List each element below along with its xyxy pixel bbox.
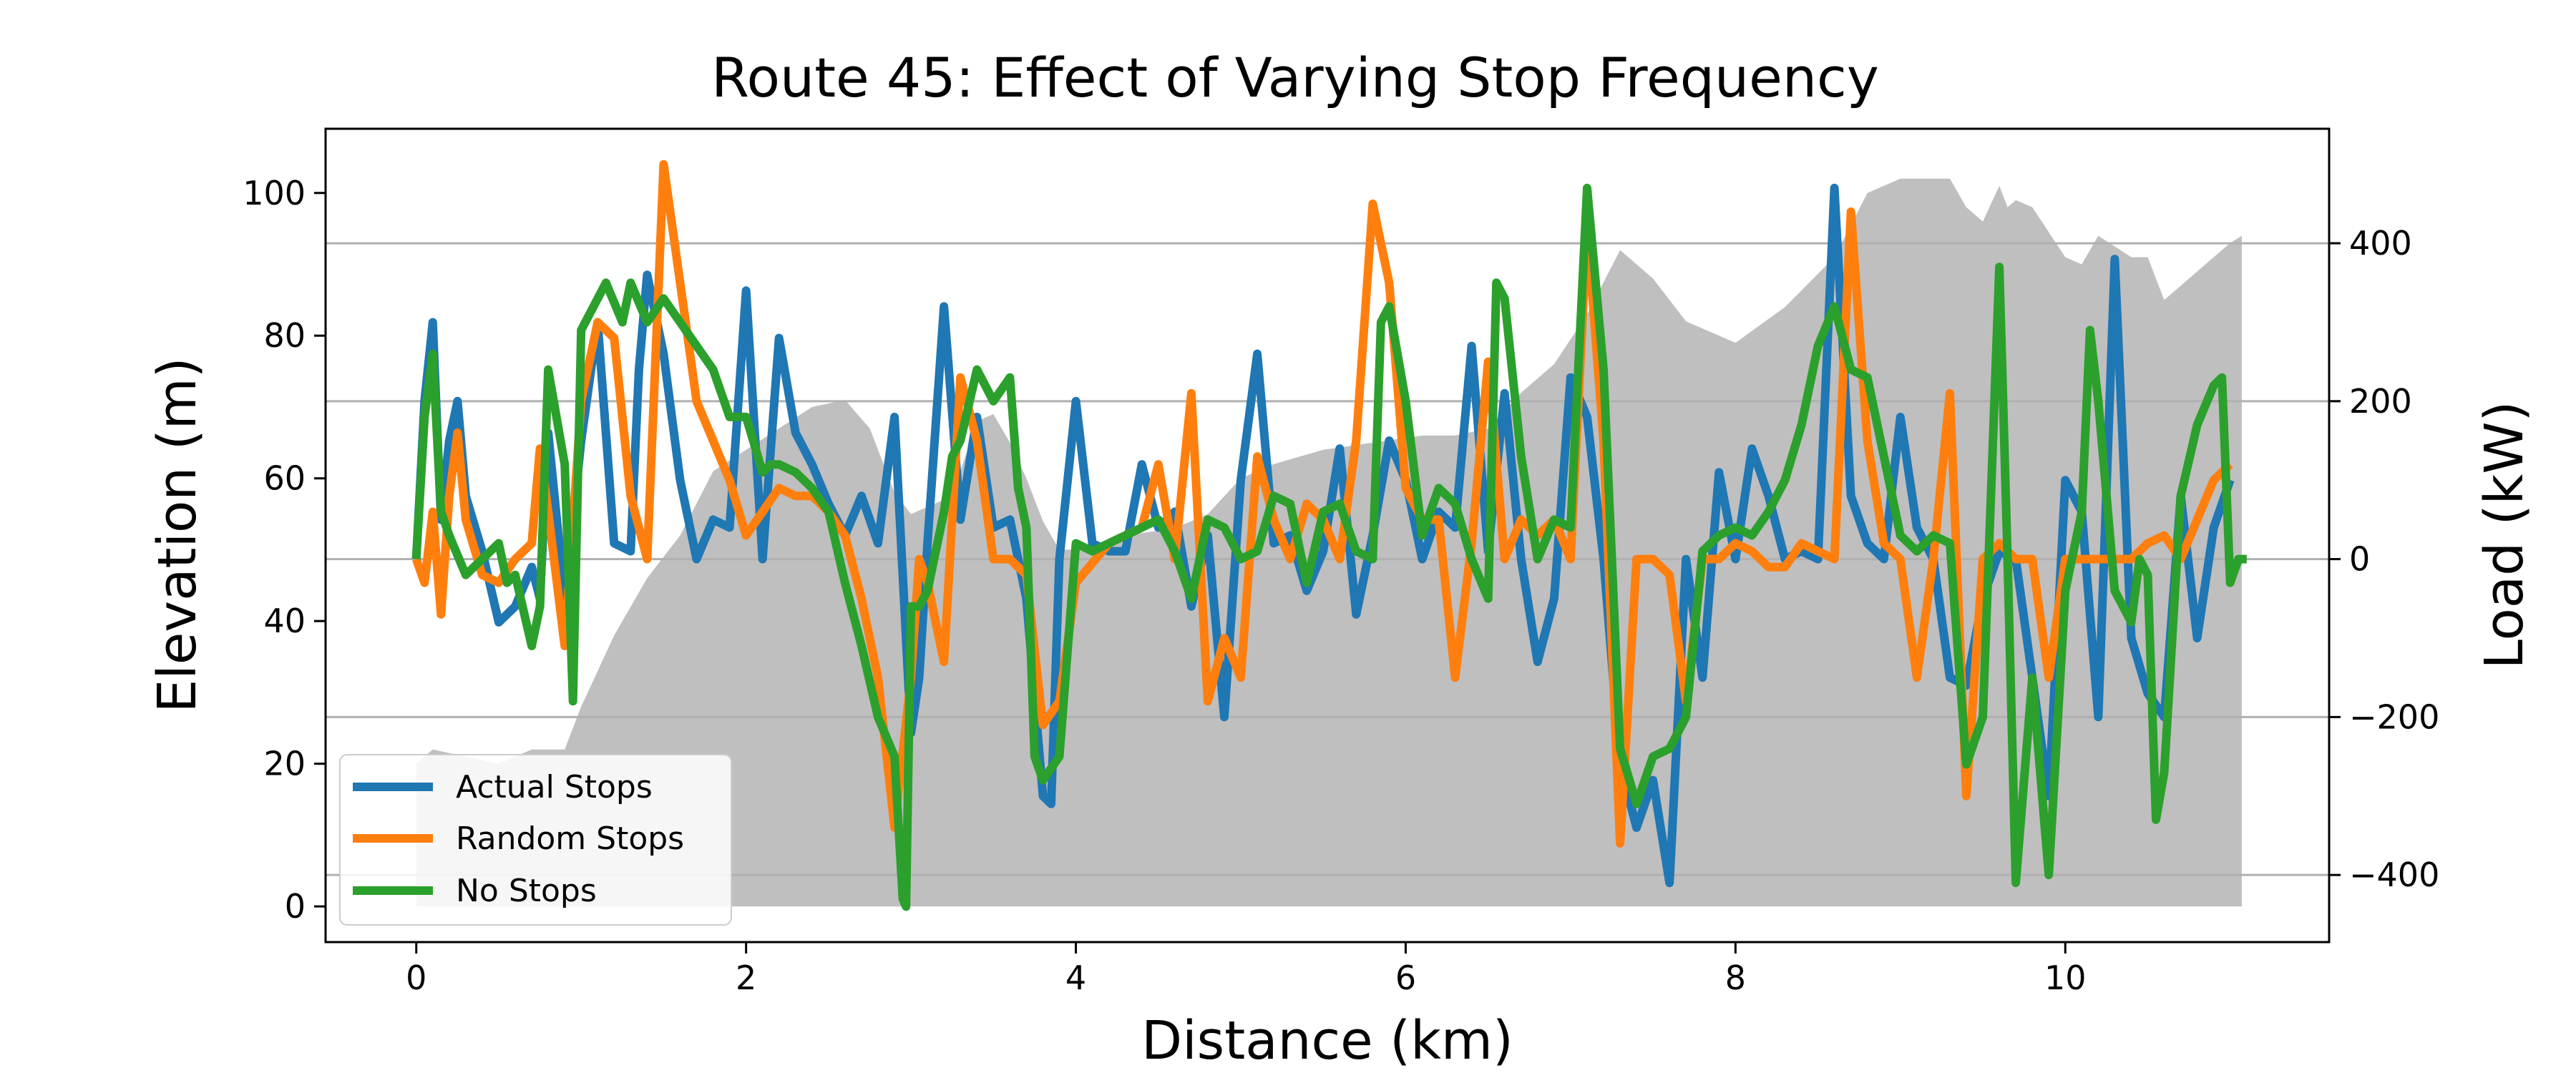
plot-frame: [324, 127, 2331, 944]
y-axis-label: Elevation (m): [147, 357, 208, 712]
y2-tick-label: 0: [2349, 540, 2370, 579]
y-axis-left: 0 20 40 60 80 100: [243, 174, 326, 926]
x-axis: 0 2 4 6 8 10: [406, 942, 2087, 997]
legend: Actual Stops Random Stops No Stops: [339, 754, 732, 926]
y2-tick-label: −400: [2349, 856, 2439, 894]
y-tick-label: 60: [263, 459, 306, 498]
x-tick-label: 8: [1725, 959, 1746, 997]
x-tick-label: 10: [2044, 959, 2087, 997]
y2-axis-label: Load (kW): [2474, 401, 2535, 670]
y-tick-label: 80: [263, 316, 306, 355]
y2-tick-label: −200: [2349, 697, 2439, 736]
x-tick-label: 0: [406, 959, 426, 997]
legend-label-random-stops: Random Stops: [456, 820, 684, 857]
legend-label-no-stops: No Stops: [456, 873, 597, 909]
legend-box: [339, 754, 732, 926]
x-axis-label: Distance (km): [1141, 1010, 1513, 1072]
series-layer: [411, 160, 2247, 911]
y2-tick-label: 400: [2349, 224, 2412, 263]
x-tick-label: 6: [1395, 959, 1416, 997]
y-tick-label: 20: [263, 745, 306, 783]
y-axis-right: −400 −200 0 200 400: [2329, 224, 2439, 894]
x-tick-label: 2: [736, 959, 756, 997]
y-tick-label: 100: [243, 174, 306, 212]
legend-label-actual-stops: Actual Stops: [456, 769, 653, 805]
y2-tick-label: 200: [2349, 382, 2412, 421]
y-tick-label: 0: [285, 887, 306, 926]
chart-title: Route 45: Effect of Varying Stop Frequen…: [711, 46, 1879, 109]
series-line-no-stops: [411, 183, 2247, 911]
x-tick-label: 4: [1065, 959, 1086, 997]
y-tick-label: 40: [263, 602, 306, 640]
